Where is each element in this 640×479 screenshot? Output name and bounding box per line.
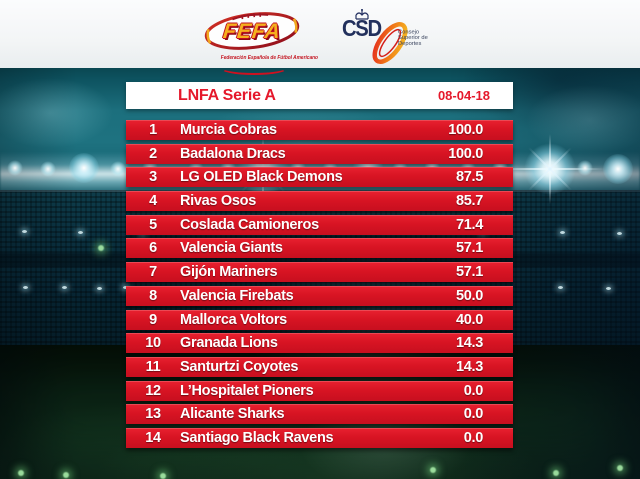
- stand-light-icon: [62, 286, 67, 289]
- standings-row: 14 Santiago Black Ravens 0.0: [126, 427, 513, 448]
- team-rank: 13: [145, 406, 161, 423]
- csd-org-line: Superior de: [398, 34, 428, 41]
- team-rank: 14: [145, 429, 161, 446]
- team-rank: 10: [145, 335, 161, 352]
- stand-light-icon: [97, 287, 102, 290]
- team-rank: 5: [149, 216, 157, 233]
- fefa-logo: FEFA Federación Española de Fútbol Ameri…: [200, 9, 318, 75]
- team-rank: 4: [149, 193, 157, 210]
- matchday-date: 08-04-18: [437, 88, 490, 103]
- csd-org-line: Deportes: [398, 39, 422, 47]
- team-name: Murcia Cobras: [180, 122, 277, 138]
- team-rank: 12: [145, 382, 161, 399]
- team-rank: 7: [149, 264, 157, 281]
- stand-light-icon: [123, 286, 128, 289]
- team-win-pct: 100.0: [448, 122, 483, 138]
- team-name: Mallorca Voltors: [180, 311, 287, 328]
- csd-swoosh-icon: [372, 22, 408, 64]
- standings-row: 3 LG OLED Black Demons 87.5: [126, 167, 513, 188]
- stand-light-icon: [560, 231, 565, 234]
- team-win-pct: 14.3: [455, 335, 483, 352]
- fefa-underline-arc: [220, 61, 288, 75]
- standings-row: 8 Valencia Firebats 50.0: [126, 285, 513, 306]
- team-name: Gijón Mariners: [180, 264, 278, 281]
- standings-row: 7 Gijón Mariners 57.1: [126, 262, 513, 283]
- team-rank: 8: [149, 287, 157, 304]
- team-win-pct: 0.0: [463, 406, 484, 423]
- header-band: FEFA Federación Española de Fútbol Ameri…: [0, 0, 640, 75]
- csd-logo: CSD Consejo Superior de Deportes: [340, 7, 436, 67]
- bokeh-light-icon: [18, 470, 24, 476]
- bokeh-light-icon: [98, 245, 104, 251]
- team-name: LG OLED Black Demons: [180, 169, 343, 186]
- team-win-pct: 57.1: [455, 240, 483, 257]
- standings-row: 1 Murcia Cobras 100.0: [126, 120, 513, 140]
- team-name: L’Hospitalet Pioners: [180, 382, 314, 399]
- standings-row: 10 Granada Lions 14.3: [126, 333, 513, 354]
- standings-list: 1 Murcia Cobras 100.0 2 Badalona Dracs 100.0 3…: [126, 120, 513, 448]
- bokeh-light-icon: [553, 470, 559, 476]
- team-win-pct: 57.1: [455, 264, 483, 281]
- team-win-pct: 100.0: [448, 145, 483, 162]
- team-name: Santurtzi Coyotes: [180, 358, 299, 375]
- csd-org-line: Consejo: [398, 28, 420, 35]
- team-name: Granada Lions: [180, 335, 278, 352]
- team-rank: 2: [149, 145, 157, 162]
- team-rank: 6: [149, 240, 157, 257]
- team-win-pct: 40.0: [455, 311, 483, 328]
- standings-row: 6 Valencia Giants 57.1: [126, 238, 513, 259]
- stand-light-icon: [22, 230, 27, 233]
- team-name: Santiago Black Ravens: [180, 429, 334, 446]
- standings-row: 13 Alicante Sharks 0.0: [126, 404, 513, 425]
- standings-row: 12 L’Hospitalet Pioners 0.0: [126, 380, 513, 401]
- team-name: Coslada Camioneros: [180, 216, 319, 233]
- team-name: Badalona Dracs: [180, 145, 286, 162]
- team-win-pct: 0.0: [463, 382, 484, 399]
- fefa-acronym: FEFA: [222, 20, 283, 43]
- standings-row: 4 Rivas Osos 85.7: [126, 191, 513, 212]
- team-rank: 1: [149, 122, 157, 138]
- league-title: LNFA Serie A: [178, 86, 276, 104]
- stand-light-icon: [617, 232, 622, 235]
- stand-light-icon: [558, 286, 563, 289]
- team-name: Valencia Giants: [180, 240, 283, 257]
- fefa-subtitle: Federación Española de Fútbol Americano: [220, 54, 318, 61]
- bokeh-light-icon: [63, 472, 69, 478]
- team-rank: 3: [149, 169, 157, 186]
- stand-light-icon: [606, 287, 611, 290]
- standings-row: 11 Santurtzi Coyotes 14.3: [126, 356, 513, 377]
- team-win-pct: 87.5: [455, 169, 483, 186]
- crown-icon: [355, 9, 369, 20]
- csd-org-name: Consejo Superior de Deportes: [398, 29, 428, 46]
- team-rank: 11: [145, 358, 161, 375]
- bokeh-light-icon: [430, 467, 436, 473]
- team-rank: 9: [149, 311, 157, 328]
- standings-row: 9 Mallorca Voltors 40.0: [126, 309, 513, 330]
- team-name: Rivas Osos: [180, 193, 256, 210]
- stand-light-icon: [23, 286, 28, 289]
- team-win-pct: 50.0: [455, 287, 483, 304]
- team-name: Alicante Sharks: [180, 406, 285, 423]
- bokeh-light-icon: [160, 473, 166, 479]
- bokeh-light-icon: [617, 465, 623, 471]
- csd-acronym: CSD: [342, 15, 382, 41]
- team-win-pct: 14.3: [455, 358, 483, 375]
- team-name: Valencia Firebats: [180, 287, 294, 304]
- team-win-pct: 0.0: [463, 429, 484, 446]
- stand-light-icon: [78, 231, 83, 234]
- team-win-pct: 85.7: [455, 193, 483, 210]
- table-title-bar: LNFA Serie A 08-04-18: [126, 82, 513, 109]
- standings-row: 5 Coslada Camioneros 71.4: [126, 214, 513, 235]
- standings-row: 2 Badalona Dracs 100.0: [126, 143, 513, 164]
- football-icon: [204, 12, 300, 50]
- team-win-pct: 71.4: [455, 216, 483, 233]
